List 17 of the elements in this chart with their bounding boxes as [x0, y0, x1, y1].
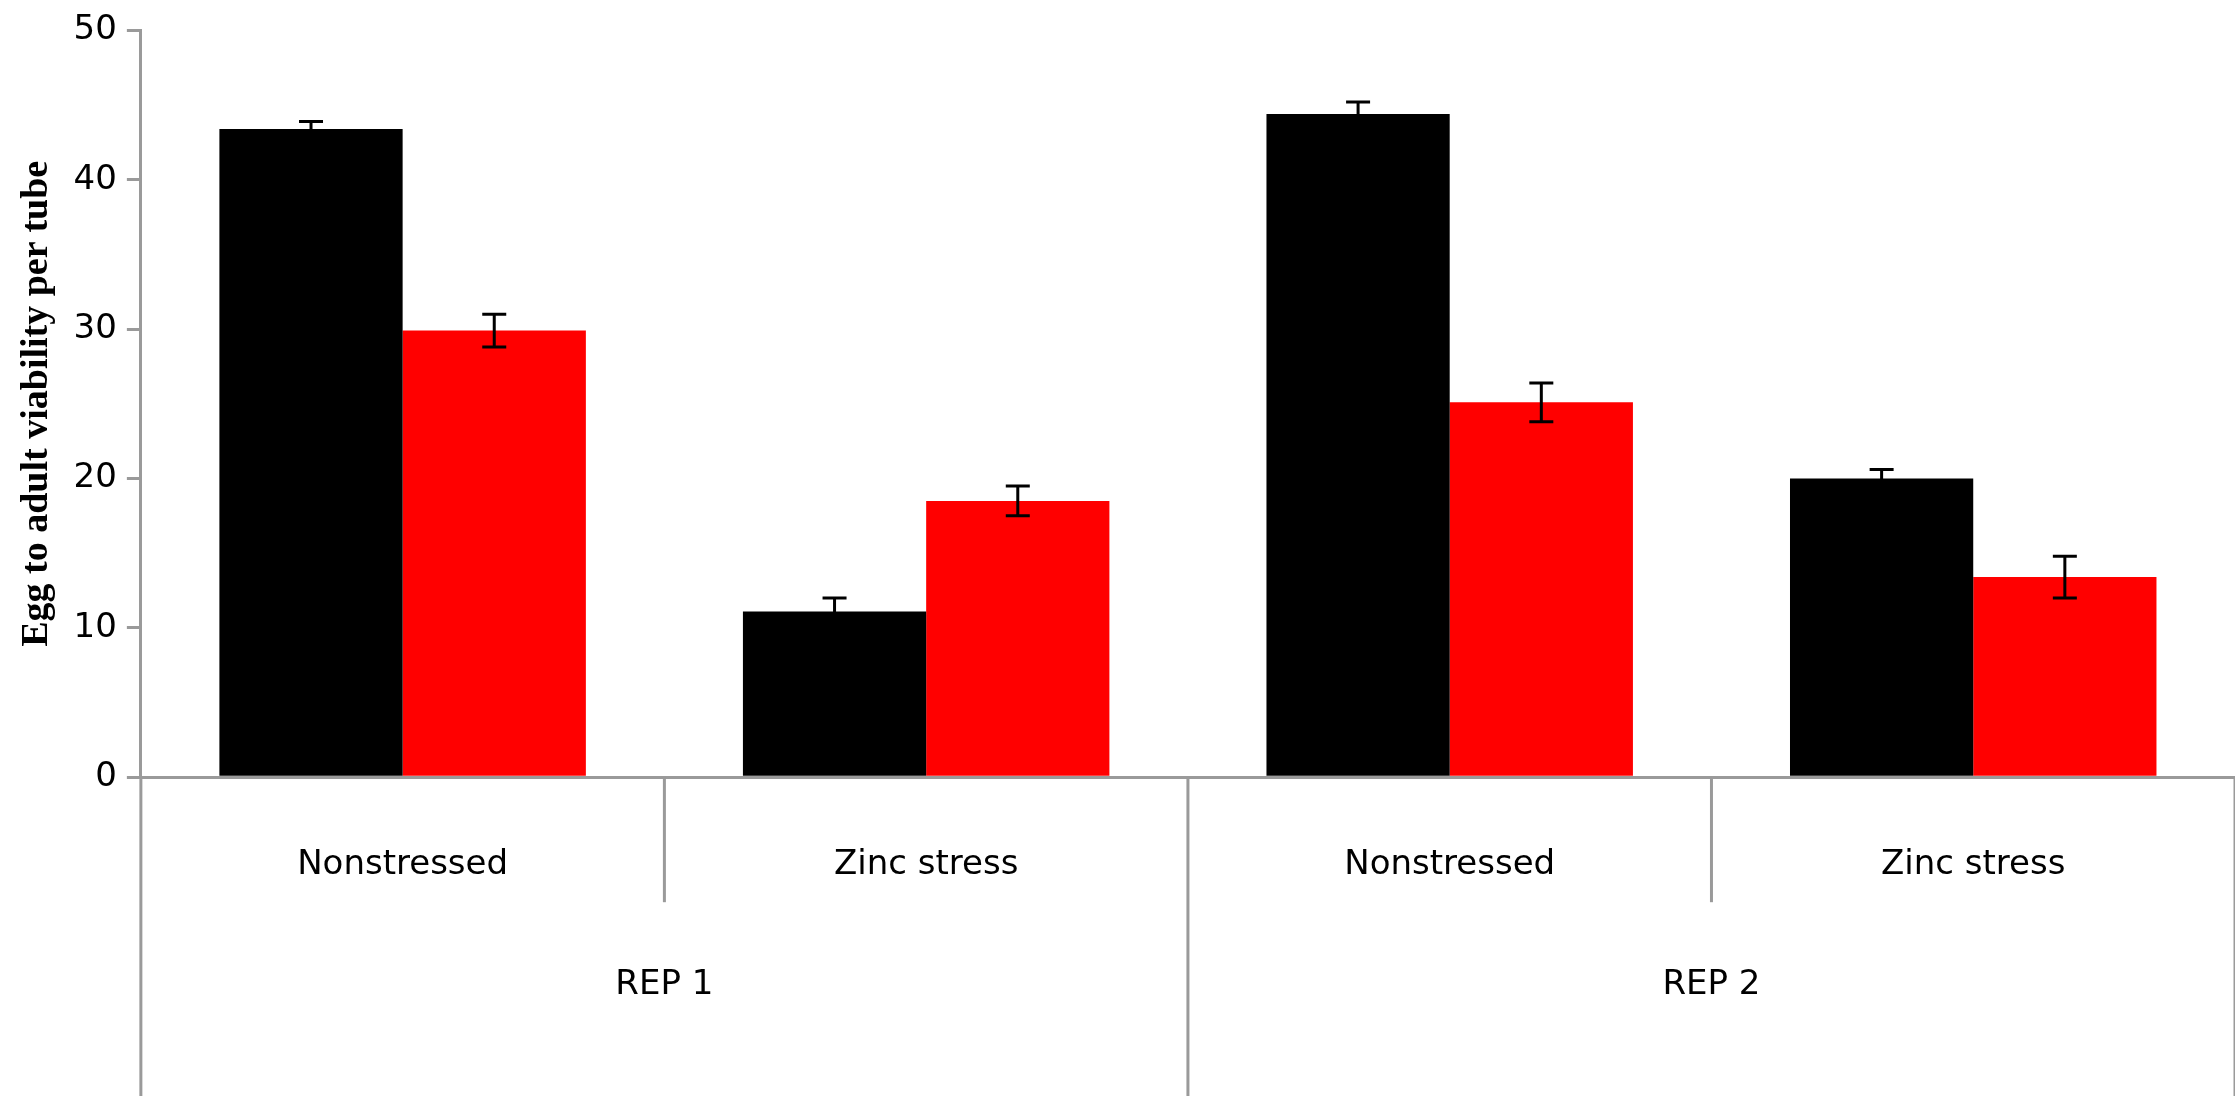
- y-tick-label: 40: [73, 156, 117, 197]
- bar: [926, 500, 1110, 776]
- x-tick-label: Zinc stress: [833, 842, 1019, 883]
- x-tick-label: Nonstressed: [1344, 842, 1556, 883]
- bar: [1449, 402, 1633, 776]
- y-tick-label: 50: [73, 7, 117, 48]
- y-tick-label: 0: [95, 754, 117, 795]
- text: REP 1: [615, 962, 714, 1003]
- x-tick-label: Nonstressed: [297, 842, 509, 883]
- y-tick-label: 10: [73, 604, 117, 645]
- bar: [1973, 577, 2157, 776]
- x-tick-label: Zinc stress: [1881, 842, 2066, 883]
- y-axis-title: Egg to adult viability per tube: [12, 160, 55, 647]
- text: REP 2: [1662, 962, 1761, 1003]
- y-tick-label: 20: [73, 455, 117, 496]
- y-tick-label: 30: [73, 305, 117, 346]
- bar: [402, 330, 586, 776]
